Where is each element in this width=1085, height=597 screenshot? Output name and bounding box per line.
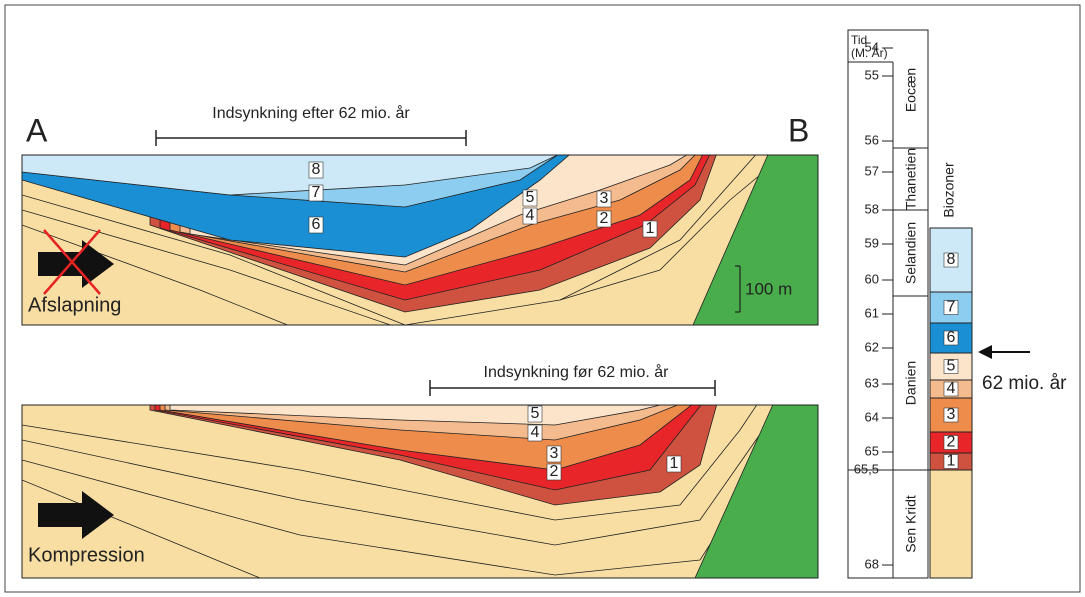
layer-label: 4 [526, 207, 535, 224]
layer-label: 4 [531, 424, 540, 441]
biozone-label: 6 [947, 329, 956, 346]
biozone-label: 8 [947, 251, 956, 268]
scale-label: 100 m [745, 279, 792, 298]
biozones: 8 7 6 5 4 3 2 1 [930, 228, 972, 578]
bracket [156, 130, 466, 146]
label-b: B [788, 112, 809, 148]
stage-label: Selandien [903, 222, 919, 284]
biozone-label: 1 [947, 453, 956, 470]
tick-label: 65 [865, 443, 879, 458]
layer-label: 1 [646, 220, 655, 237]
stage-label: Eocæn [903, 68, 919, 112]
tick-label: 64 [865, 409, 879, 424]
section-relaxation [22, 150, 830, 330]
biozone-label: 4 [947, 380, 956, 397]
marker-label: 62 mio. år [982, 373, 1067, 394]
arrow-label: Kompression [28, 544, 145, 566]
arrow-label: Afslapning [28, 294, 121, 316]
stage-label: Sen Kridt [903, 495, 919, 553]
tick-label: 55 [865, 67, 879, 82]
layer-label: 8 [312, 161, 321, 178]
tick-label: 54 [865, 39, 879, 54]
layer-label: 1 [670, 455, 679, 472]
stage-label: Danien [903, 361, 919, 405]
layer-label: 2 [600, 210, 609, 227]
tick-label: 62 [865, 339, 879, 354]
layer-label: 3 [550, 445, 559, 462]
biozone-label: 2 [947, 434, 956, 451]
label-a: A [26, 112, 48, 148]
biozone-title: Biozoner [941, 162, 957, 218]
stage-label: Thanetien [903, 148, 919, 210]
diagram: A B Indsynkning efter 62 mio. år 8 7 6 5… [0, 0, 1085, 597]
tick-label: 68 [865, 556, 879, 571]
tick-label: 61 [865, 305, 879, 320]
tick-label: 60 [865, 271, 879, 286]
layer-label: 5 [531, 405, 540, 422]
tick-label: 56 [865, 132, 879, 147]
layer-label: 6 [312, 216, 321, 233]
biozone-base [930, 470, 972, 578]
layer-label: 7 [312, 184, 321, 201]
biozone-label: 5 [947, 358, 956, 375]
layer-label: 3 [600, 190, 609, 207]
biozone-label: 3 [947, 406, 956, 423]
layer-label: 5 [526, 189, 535, 206]
tick-label: 63 [865, 375, 879, 390]
marker-arrow [978, 345, 1030, 359]
tick-label: 65,5 [854, 461, 879, 476]
tick-label: 57 [865, 163, 879, 178]
bracket-label: Indsynkning efter 62 mio. år [212, 104, 410, 122]
tick-label: 59 [865, 235, 879, 250]
layer-label: 2 [550, 463, 559, 480]
tick-label: 58 [865, 201, 879, 216]
biozone-label: 7 [947, 299, 956, 316]
bracket [430, 380, 715, 396]
bracket-label: Indsynkning før 62 mio. år [484, 363, 670, 381]
